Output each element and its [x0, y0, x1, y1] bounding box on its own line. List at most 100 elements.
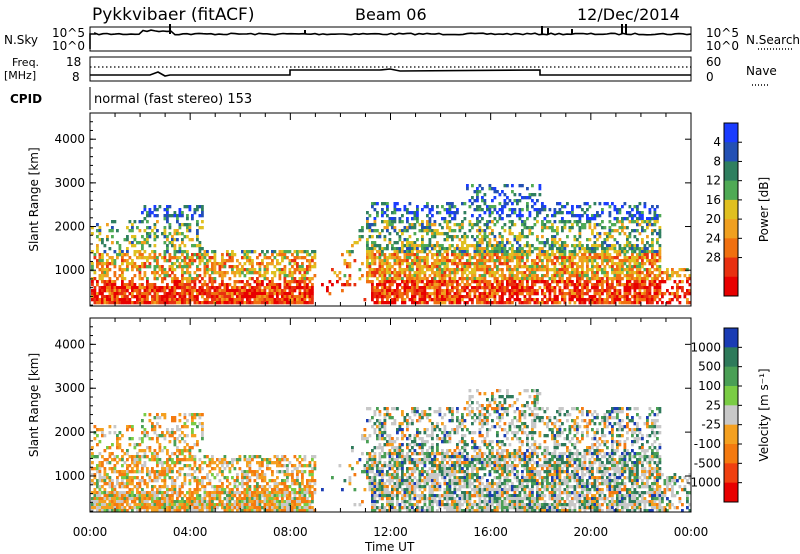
echo-cell [101, 262, 104, 266]
echo-cell [618, 295, 622, 299]
echo-cell [601, 250, 604, 254]
echo-cell [236, 298, 239, 302]
echo-cell [108, 298, 112, 302]
echo-cell [178, 413, 182, 417]
echo-cell [466, 280, 469, 284]
echo-cell [208, 479, 212, 483]
echo-cell [388, 295, 392, 299]
echo-cell [441, 292, 444, 296]
echo-cell [233, 271, 237, 275]
echo-cell [628, 289, 632, 293]
echo-cell [191, 298, 194, 302]
echo-cell [151, 289, 154, 293]
echo-cell [121, 262, 124, 266]
echo-cell [186, 289, 189, 293]
echo-cell [376, 301, 379, 305]
echo-cell [576, 253, 579, 257]
echo-cell [158, 268, 162, 272]
echo-cell [226, 301, 229, 305]
echo-cell [156, 440, 159, 444]
echo-cell [553, 268, 557, 272]
echo-cell [396, 277, 399, 281]
echo-cell [378, 292, 382, 296]
echo-cell [96, 497, 99, 501]
echo-cell [143, 271, 147, 275]
echo-cell [311, 283, 314, 287]
echo-cell [173, 506, 177, 510]
echo-cell [618, 220, 622, 224]
echo-cell [148, 419, 152, 423]
echo-cell [436, 262, 439, 266]
echo-cell [96, 223, 99, 227]
echo-cell [161, 467, 164, 471]
echo-cell [651, 223, 654, 227]
echo-cell [368, 274, 372, 278]
echo-cell [123, 485, 127, 489]
echo-cell [91, 473, 94, 477]
echo-cell [206, 265, 209, 269]
echo-cell [203, 289, 207, 293]
echo-cell [623, 259, 627, 263]
echo-cell [613, 217, 617, 221]
echo-cell [106, 265, 109, 269]
echo-cell [436, 271, 439, 275]
echo-cell [628, 268, 632, 272]
echo-cell [151, 452, 154, 456]
echo-cell [121, 283, 124, 287]
echo-cell [631, 301, 634, 305]
echo-cell [133, 283, 137, 287]
echo-cell [476, 187, 479, 191]
echo-cell [143, 428, 147, 432]
echo-cell [231, 301, 234, 305]
echo-cell [511, 244, 514, 248]
echo-cell [443, 232, 447, 236]
echo-cell [203, 455, 207, 459]
echo-cell [121, 449, 124, 453]
echo-cell [371, 271, 374, 275]
echo-cell [173, 440, 177, 444]
echo-cell [451, 286, 454, 290]
echo-cell [498, 289, 502, 293]
echo-cell [421, 226, 424, 230]
echo-cell [188, 226, 192, 230]
echo-cell [463, 238, 467, 242]
echo-cell [371, 292, 374, 296]
echo-cell [306, 292, 309, 296]
echo-cell [628, 280, 632, 284]
echo-cell [371, 274, 374, 278]
echo-cell [533, 274, 537, 278]
echo-cell [246, 298, 249, 302]
echo-cell [618, 244, 622, 248]
echo-cell [538, 193, 542, 197]
echo-cell [523, 244, 527, 248]
echo-cell [173, 262, 177, 266]
echo-cell [518, 199, 522, 203]
echo-cell [196, 229, 199, 233]
echo-cell [418, 277, 422, 281]
echo-cell [418, 256, 422, 260]
echo-cell [481, 262, 484, 266]
echo-cell [213, 271, 217, 275]
echo-cell [161, 434, 164, 438]
echo-cell [368, 223, 372, 227]
echo-cell [463, 262, 467, 266]
echo-cell [156, 259, 159, 263]
echo-cell [633, 229, 637, 233]
echo-cell [573, 235, 577, 239]
echo-cell [488, 274, 492, 278]
echo-cell [138, 229, 142, 233]
echo-cell [568, 280, 572, 284]
echo-cell [593, 226, 597, 230]
echo-cell [468, 259, 472, 263]
echo-cell [488, 268, 492, 272]
echo-cell [416, 271, 419, 275]
echo-cell [493, 292, 497, 296]
echo-cell [381, 271, 384, 275]
echo-cell [158, 491, 162, 495]
echo-cell [471, 301, 474, 305]
echo-cell [281, 259, 284, 263]
echo-cell [133, 455, 137, 459]
echo-cell [93, 482, 97, 486]
echo-cell [451, 235, 454, 239]
echo-cell [341, 253, 344, 257]
